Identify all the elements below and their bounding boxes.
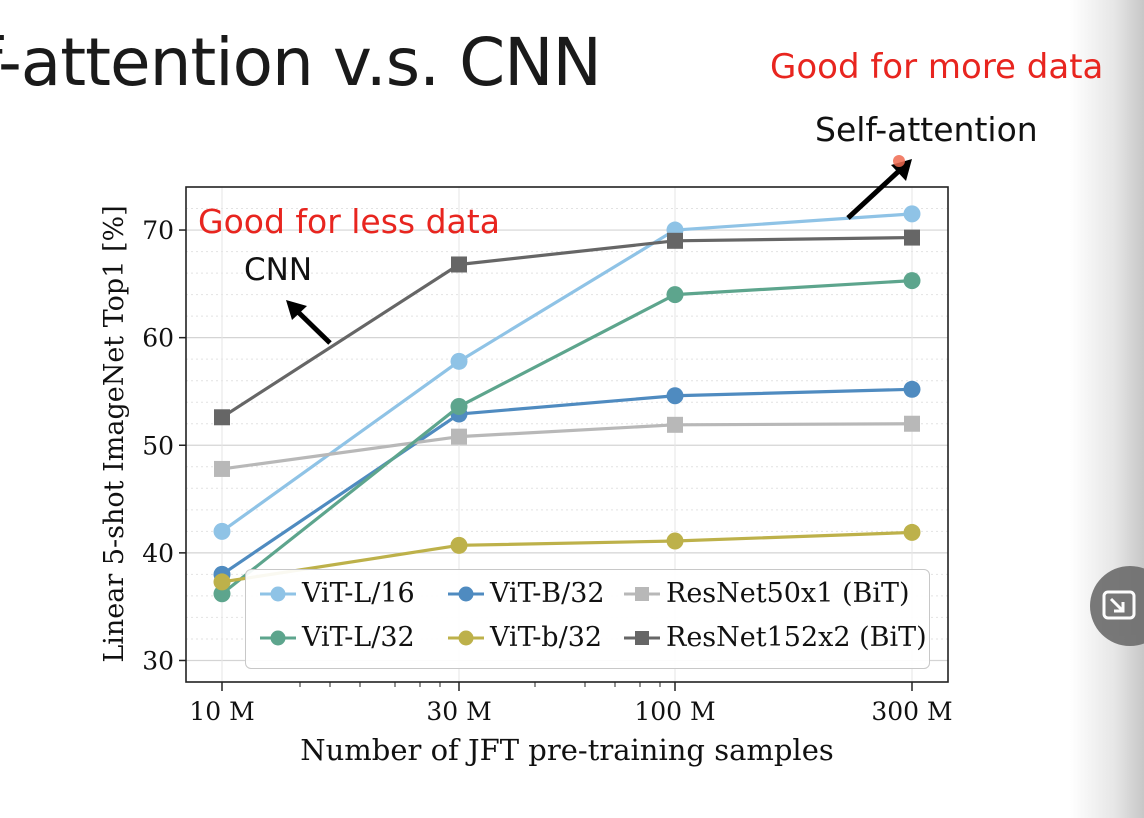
chart-legend: ViT-L/16 ViT-B/32 ResNet50x1 (BiT) ViT-L… [245,569,930,669]
legend-swatch-circle [448,630,484,645]
series-1 [213,205,921,540]
data-point [666,387,684,405]
x-tick-label: 300 M [871,697,952,726]
data-point [214,409,230,426]
y-tick-label: 40 [142,539,174,568]
data-point [903,272,921,290]
data-point [451,428,467,445]
y-axis-label: Linear 5-shot ImageNet Top1 [%] [99,205,130,662]
series-line [221,422,913,471]
legend-item-resnet50x1: ResNet50x1 (BiT) [622,578,910,609]
data-point [903,380,921,398]
legend-label: ViT-L/32 [302,622,415,653]
series-6 [214,229,920,426]
cnn-note: CNN [244,252,313,288]
legend-label: ViT-L/16 [302,578,415,609]
data-point [213,585,231,603]
data-point [666,532,684,550]
data-point [450,398,468,416]
pointer-dot [893,155,905,167]
series-4 [213,272,921,603]
axis-ticks: 30 40 50 60 70 10 M 30 M 100 M 300 M [142,216,952,726]
data-point [904,229,920,246]
series-line [221,235,913,419]
y-tick-label: 60 [142,324,174,353]
plot-frame [185,186,949,683]
x-axis-label: Number of JFT pre-training samples [300,733,834,767]
data-point [451,256,467,273]
legend-item-vit-b32: ViT-B/32 [446,578,605,609]
legend-swatch-circle [260,630,296,645]
data-point [904,415,920,432]
annotation-arrows [286,155,912,345]
slide-title: lf-attention v.s. CNN [0,24,602,101]
data-point [213,522,231,540]
data-point [903,523,921,541]
legend-swatch-square [624,630,660,645]
series-5 [213,523,921,591]
data-point [903,205,921,223]
legend-item-vit-l32: ViT-L/32 [258,622,415,653]
data-point [213,573,231,591]
picture-in-picture-icon [1102,590,1136,620]
cnn-arrow [294,308,332,345]
slide-edge-shadow [1070,0,1144,818]
legend-label: ViT-B/32 [490,578,605,609]
x-tick-label: 100 M [634,697,715,726]
x-tick-label: 30 M [426,697,491,726]
y-tick-label: 70 [142,216,174,245]
data-point [450,536,468,554]
data-point [666,286,684,304]
legend-swatch-square [624,586,660,601]
data-point [450,352,468,370]
series-line [221,212,913,533]
x-tick-label: 10 M [189,697,254,726]
legend-item-vit-b32-small: ViT-b/32 [446,622,602,653]
legend-label: ResNet50x1 (BiT) [666,578,910,609]
series-3 [214,415,920,477]
good-for-more-data-note: Good for more data [770,47,1104,87]
data-point [667,416,683,433]
self-attention-note: Self-attention [815,110,1038,149]
legend-swatch-circle [260,586,296,601]
good-for-less-data-note: Good for less data [198,202,500,241]
legend-label: ViT-b/32 [490,622,603,653]
cnn-arrowhead [286,300,307,320]
legend-swatch-circle [448,586,484,601]
series-line [221,279,913,596]
legend-label: ResNet152x2 (BiT) [666,622,927,653]
data-point [667,232,683,249]
y-tick-label: 30 [142,646,174,675]
series-line [221,530,913,584]
self-attention-arrow [846,168,902,220]
series-line [221,387,913,576]
legend-item-resnet152x2: ResNet152x2 (BiT) [622,622,927,653]
data-point [214,460,230,477]
chart-series [213,205,921,603]
legend-item-vit-l16: ViT-L/16 [258,578,415,609]
y-tick-label: 50 [142,431,174,460]
